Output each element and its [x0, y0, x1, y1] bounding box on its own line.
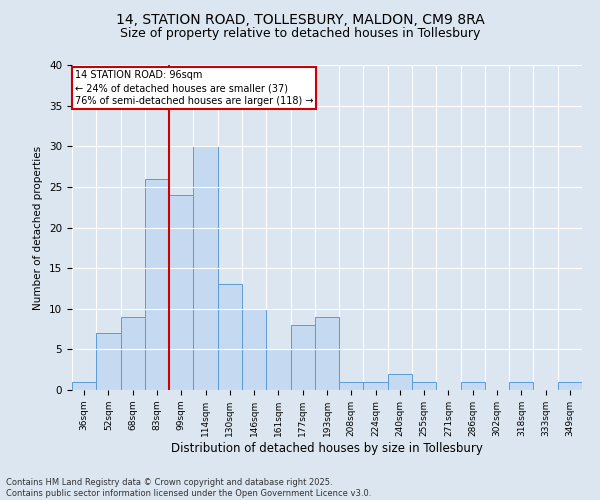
Bar [461, 382, 485, 390]
X-axis label: Distribution of detached houses by size in Tollesbury: Distribution of detached houses by size … [171, 442, 483, 454]
Bar [315, 317, 339, 390]
Bar [558, 382, 582, 390]
Bar [339, 382, 364, 390]
Text: Size of property relative to detached houses in Tollesbury: Size of property relative to detached ho… [120, 28, 480, 40]
Bar [96, 333, 121, 390]
Bar [193, 146, 218, 390]
Bar [412, 382, 436, 390]
Bar [242, 308, 266, 390]
Bar [121, 317, 145, 390]
Text: 14 STATION ROAD: 96sqm
← 24% of detached houses are smaller (37)
76% of semi-det: 14 STATION ROAD: 96sqm ← 24% of detached… [74, 70, 313, 106]
Bar [266, 350, 290, 390]
Bar [364, 382, 388, 390]
Bar [509, 382, 533, 390]
Y-axis label: Number of detached properties: Number of detached properties [34, 146, 43, 310]
Bar [169, 195, 193, 390]
Bar [145, 179, 169, 390]
Text: Contains HM Land Registry data © Crown copyright and database right 2025.
Contai: Contains HM Land Registry data © Crown c… [6, 478, 371, 498]
Text: 14, STATION ROAD, TOLLESBURY, MALDON, CM9 8RA: 14, STATION ROAD, TOLLESBURY, MALDON, CM… [116, 12, 484, 26]
Bar [388, 374, 412, 390]
Bar [290, 325, 315, 390]
Bar [218, 284, 242, 390]
Bar [72, 382, 96, 390]
